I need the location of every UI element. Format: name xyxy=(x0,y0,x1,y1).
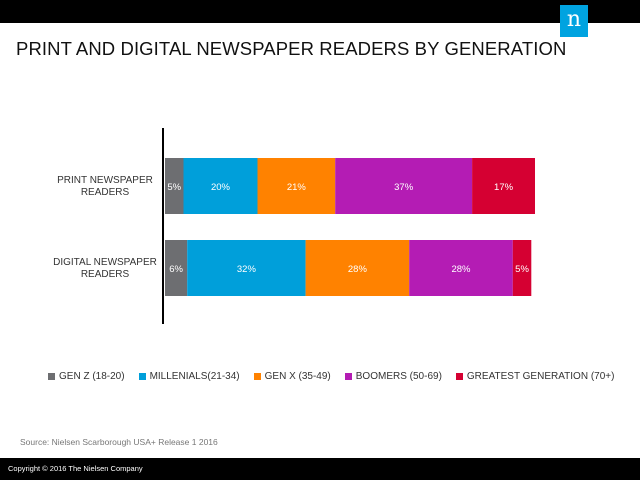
stacked-bar-chart: PRINT NEWSPAPER READERS 5% 20% 21% 37% 17% DIGI… xyxy=(53,128,535,324)
legend-label-millenials: MILLENIALS(21-34) xyxy=(149,371,240,382)
legend-swatch-millenials xyxy=(138,373,146,380)
legend-item-millenials: MILLENIALS(21-34) xyxy=(138,371,240,382)
bar-print-gen xyxy=(165,158,184,214)
data-label-digital-millenials: 32% xyxy=(237,264,257,275)
data-label-digital-boomers: 28% xyxy=(451,264,471,275)
category-label-digital: DIGITAL NEWSPAPER READERS xyxy=(53,257,157,280)
legend-item-greatest: GREATEST GENERATION (70+) xyxy=(455,371,615,382)
bar-digital-gen xyxy=(305,240,410,296)
data-label-print-gen: 21% xyxy=(287,182,307,193)
legend-item-gen: GEN X (35-49) xyxy=(253,371,331,382)
source-note: Source: Nielsen Scarborough USA+ Release… xyxy=(20,437,218,447)
bar-digital-boomers xyxy=(409,240,513,296)
bar-print-millenials xyxy=(183,158,258,214)
bar-print-boomers xyxy=(335,158,473,214)
data-label-digital-gen: 6% xyxy=(169,264,183,275)
nielsen-logo-glyph: n xyxy=(566,7,582,32)
legend-swatch-greatest xyxy=(455,373,463,380)
bar-digital-greatest xyxy=(512,240,532,296)
data-label-print-gen: 5% xyxy=(167,182,181,193)
top-bar xyxy=(0,0,640,23)
data-label-print-greatest: 17% xyxy=(494,182,514,193)
bar-print-greatest xyxy=(472,158,535,214)
legend-label-boomers: BOOMERS (50-69) xyxy=(355,371,442,382)
data-label-digital-greatest: 5% xyxy=(515,264,529,275)
bar-print-gen xyxy=(257,158,336,214)
category-label-print: PRINT NEWSPAPER READERS xyxy=(57,175,153,198)
legend-label-gen: GEN X (35-49) xyxy=(264,371,331,382)
legend-item-boomers: BOOMERS (50-69) xyxy=(344,371,442,382)
legend-label-greatest: GREATEST GENERATION (70+) xyxy=(466,371,615,382)
data-label-print-millenials: 20% xyxy=(211,182,231,193)
bar-digital-millenials xyxy=(187,240,306,296)
legend-item-gen: GEN Z (18-20) xyxy=(48,371,125,382)
data-label-print-boomers: 37% xyxy=(394,182,414,193)
legend-swatch-gen xyxy=(48,373,55,380)
copyright-footer: Copyright © 2016 The Nielsen Company xyxy=(0,458,640,480)
chart-title: PRINT AND DIGITAL NEWSPAPER READERS BY G… xyxy=(16,38,567,59)
chart-legend: GEN Z (18-20) MILLENIALS(21-34) GEN X (35-… xyxy=(48,371,628,382)
data-label-digital-gen: 28% xyxy=(348,264,368,275)
legend-swatch-boomers xyxy=(344,373,352,380)
legend-swatch-gen xyxy=(253,373,261,380)
bar-digital-gen xyxy=(165,240,188,296)
legend-label-gen: GEN Z (18-20) xyxy=(59,371,125,382)
nielsen-logo: n xyxy=(560,5,588,37)
